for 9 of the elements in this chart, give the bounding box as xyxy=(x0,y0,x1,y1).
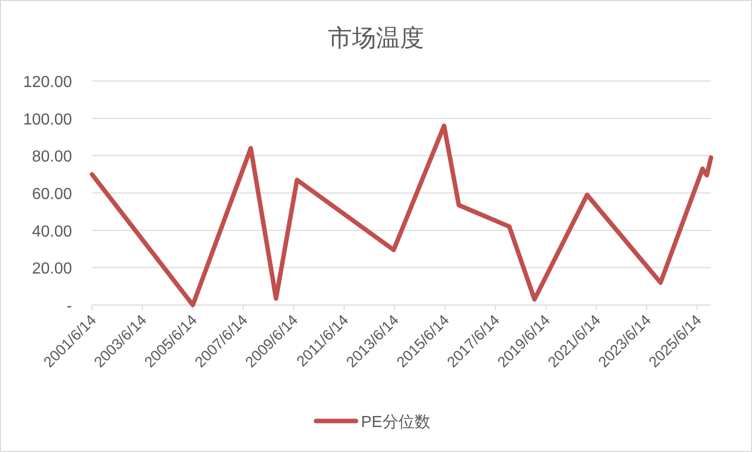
title: 市场温度 xyxy=(328,25,424,52)
y-tick-label: 80.00 xyxy=(32,148,72,166)
y-tick-label: 120.00 xyxy=(23,74,72,91)
y-tick-label: 40.00 xyxy=(32,223,72,240)
legend-label: PE分位数 xyxy=(361,414,430,431)
y-tick-label: - xyxy=(66,298,72,315)
y-tick-label: 60.00 xyxy=(32,186,72,203)
y-tick-label: 20.00 xyxy=(32,260,72,278)
y-tick-label: 100.00 xyxy=(23,111,72,128)
